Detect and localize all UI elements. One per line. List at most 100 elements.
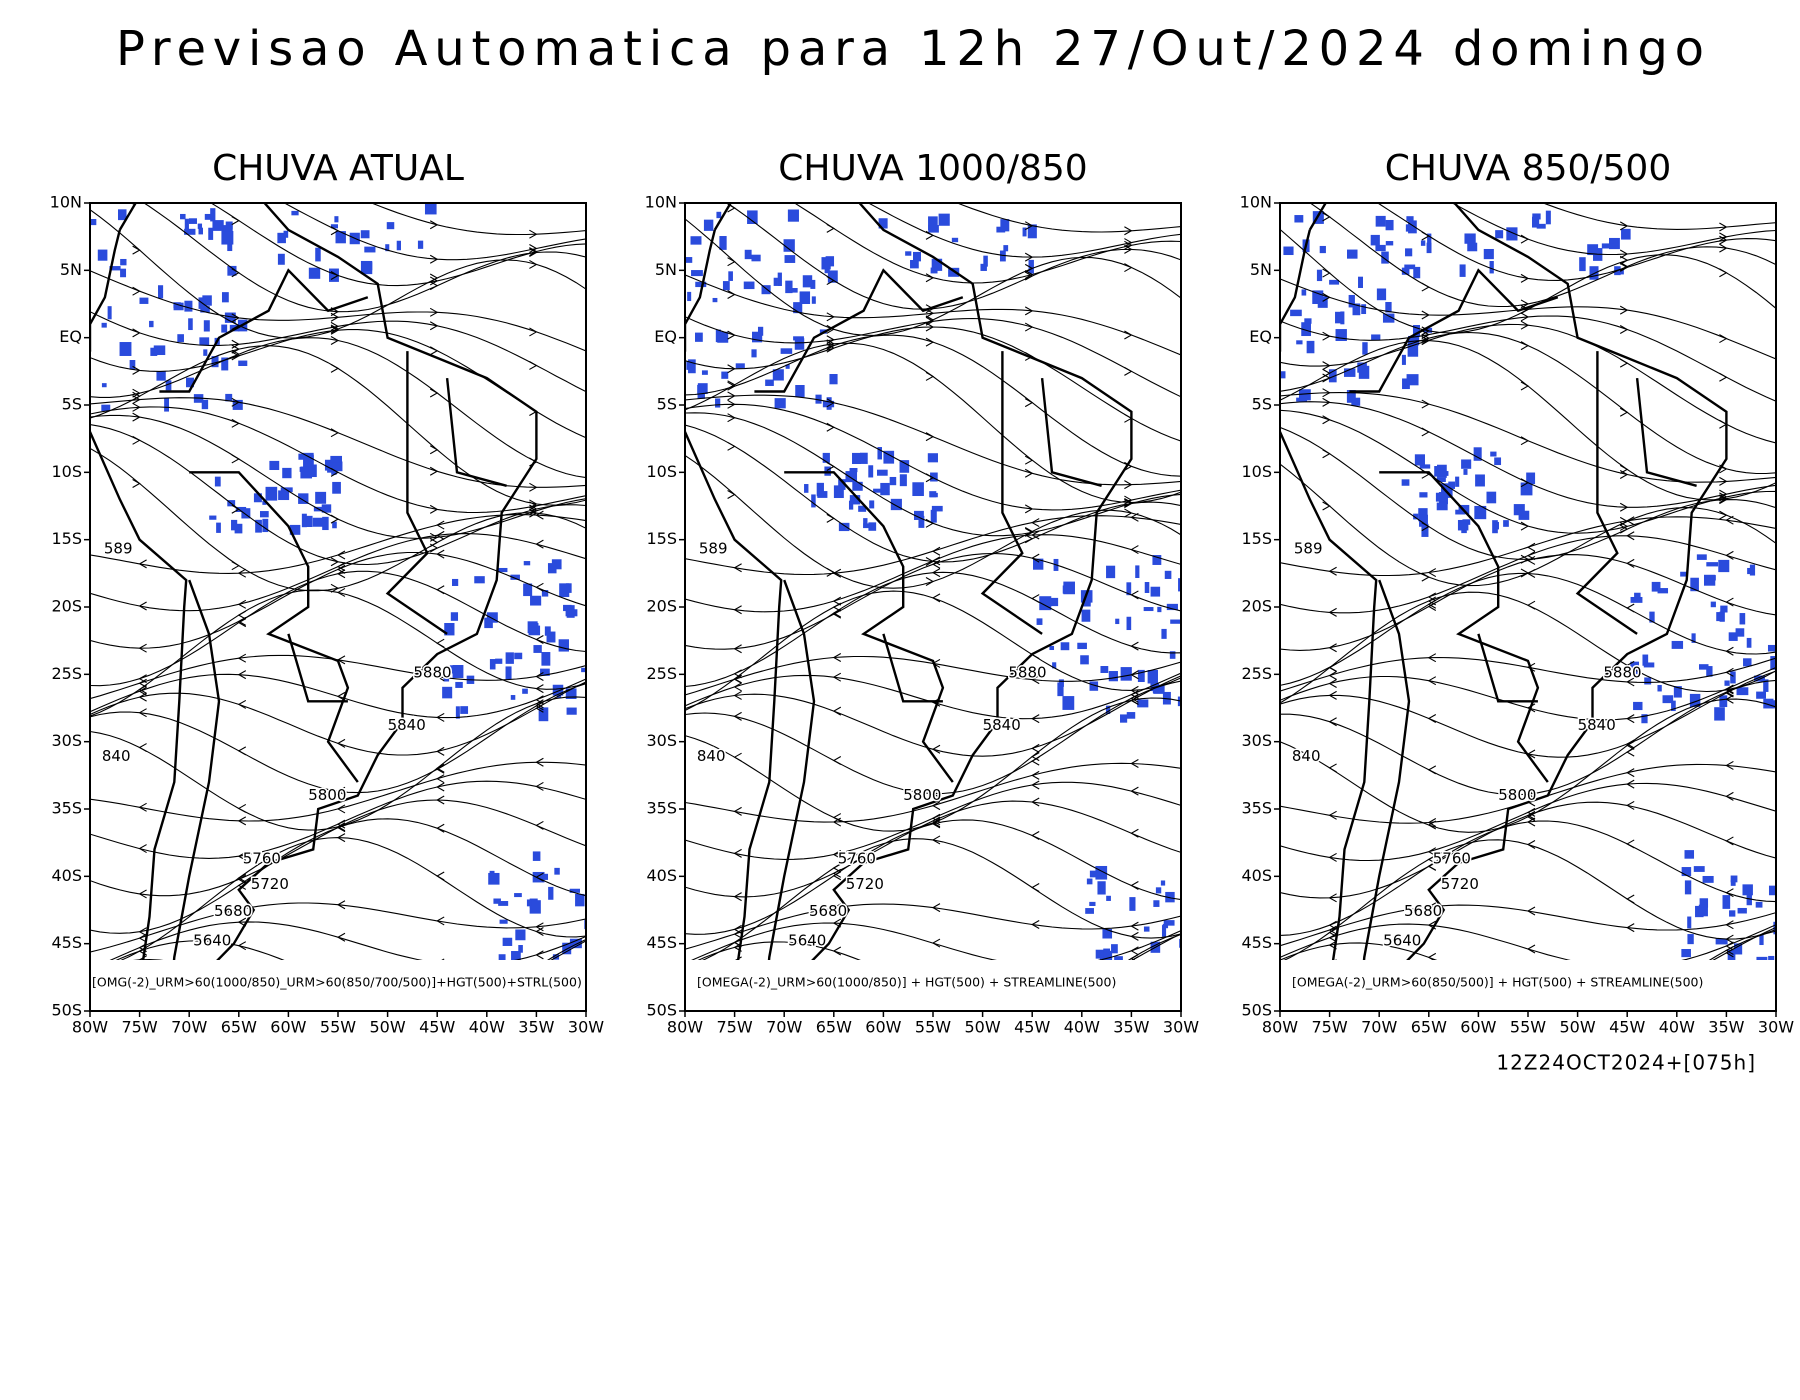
precip-cell	[910, 259, 919, 269]
precip-cell	[424, 203, 437, 215]
streamline	[1280, 656, 1776, 692]
map-area: 5880 5840 5800 5760 5720 5680 5640 840 589	[1280, 203, 1776, 1011]
precip-cell	[1739, 613, 1746, 625]
precip-cell	[232, 399, 243, 410]
precip-cell	[209, 515, 217, 520]
precip-cell	[1737, 907, 1747, 914]
streamline	[1280, 591, 1776, 704]
streamline	[685, 697, 1181, 832]
precip-cell	[761, 285, 771, 295]
border	[1040, 377, 1102, 487]
streamline	[90, 337, 586, 479]
panel-title: CHUVA ATUAL	[212, 148, 464, 189]
precip-cell	[1474, 505, 1487, 520]
border	[287, 633, 348, 703]
contour-label: 5880	[413, 663, 451, 681]
precip-cell	[1644, 677, 1652, 685]
precip-cell	[848, 500, 854, 510]
precip-cell	[173, 302, 184, 311]
precip-cell	[721, 371, 729, 379]
precip-cell	[1106, 565, 1116, 579]
contour-label: 5760	[838, 849, 876, 867]
precip-cell	[1609, 237, 1620, 250]
lon-label: 40W	[469, 1018, 505, 1037]
contour-label: 5640	[788, 931, 826, 949]
precip-cell	[129, 359, 136, 370]
precip-cell	[538, 707, 549, 722]
lat-label: 30S	[51, 731, 82, 750]
precip-cell	[1102, 928, 1113, 939]
precip-cell	[541, 652, 551, 666]
precip-cell	[1641, 714, 1648, 724]
precip-cell	[208, 227, 214, 240]
streamline	[1280, 554, 1776, 651]
precip-cell	[1343, 368, 1356, 377]
lon-label: 75W	[1312, 1018, 1348, 1037]
streamline	[685, 762, 1181, 823]
precip-cell	[1710, 601, 1716, 608]
precip-cell	[530, 595, 542, 606]
lat-label: 5S	[62, 395, 82, 414]
precip-cell	[1463, 469, 1468, 475]
streamline	[90, 533, 586, 612]
streamline	[1280, 323, 1776, 444]
precip-cell	[794, 338, 805, 350]
precip-cell	[1457, 519, 1469, 531]
precip-cell	[227, 265, 237, 276]
precip-cell	[930, 472, 938, 482]
lat-label: 5N	[655, 260, 677, 279]
precip-cell	[722, 281, 730, 291]
precip-cell	[221, 357, 229, 371]
precip-cell	[1448, 481, 1456, 489]
precip-cell	[1742, 884, 1753, 896]
precip-cell	[1298, 389, 1311, 401]
precip-cell	[827, 270, 838, 283]
precip-cell	[1680, 571, 1688, 577]
border	[1379, 471, 1549, 783]
streamline	[90, 818, 586, 934]
precip-cell	[1601, 243, 1614, 249]
precip-cell	[332, 481, 341, 494]
precip-cell	[101, 383, 107, 388]
precip-cell	[1028, 259, 1034, 274]
precip-cell	[1718, 559, 1730, 573]
precip-cell	[495, 658, 503, 664]
streamline	[1280, 278, 1776, 360]
precip-cell	[180, 213, 186, 220]
contour-label: 5800	[308, 786, 346, 804]
streamline	[685, 800, 1181, 898]
precip-cell	[1413, 266, 1421, 279]
contour-label: 5720	[846, 875, 884, 893]
precip-cell	[1735, 628, 1745, 637]
streamline	[1280, 572, 1776, 686]
streamline	[90, 209, 586, 339]
precip-cell	[1405, 248, 1413, 257]
precip-cell	[1155, 887, 1162, 894]
precip-cell	[928, 216, 938, 231]
precip-cell	[1719, 695, 1728, 708]
precip-cell	[225, 393, 233, 402]
precip-cell	[330, 455, 343, 463]
precip-cell	[315, 247, 321, 262]
precip-cell	[1294, 215, 1304, 223]
lon-label: 65W	[1411, 1018, 1447, 1037]
precip-cell	[747, 210, 758, 224]
precip-cell	[334, 216, 339, 223]
precip-cell	[712, 297, 718, 303]
lat-label: 5N	[1250, 260, 1272, 279]
precip-cell	[1126, 582, 1132, 596]
precip-cell	[385, 244, 390, 252]
precip-cell	[1057, 682, 1064, 697]
precip-cell	[1161, 628, 1167, 639]
precip-cell	[235, 506, 247, 512]
precip-cell	[1047, 597, 1059, 607]
precip-cell	[386, 222, 395, 230]
precip-cell	[559, 583, 570, 598]
precip-cell	[443, 677, 450, 682]
contour-label: 5720	[1441, 875, 1479, 893]
precip-cell	[811, 494, 816, 508]
precip-cell	[1771, 700, 1776, 709]
precip-cell	[1706, 666, 1713, 677]
contour-label: 5760	[243, 849, 281, 867]
precip-cell	[452, 578, 459, 586]
